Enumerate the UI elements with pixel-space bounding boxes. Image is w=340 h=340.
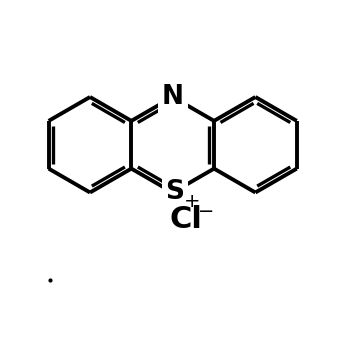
Text: Cl: Cl <box>169 205 202 234</box>
Text: +: + <box>184 192 200 211</box>
Text: N: N <box>162 84 184 110</box>
Text: −: − <box>198 202 214 221</box>
Text: S: S <box>166 180 185 205</box>
